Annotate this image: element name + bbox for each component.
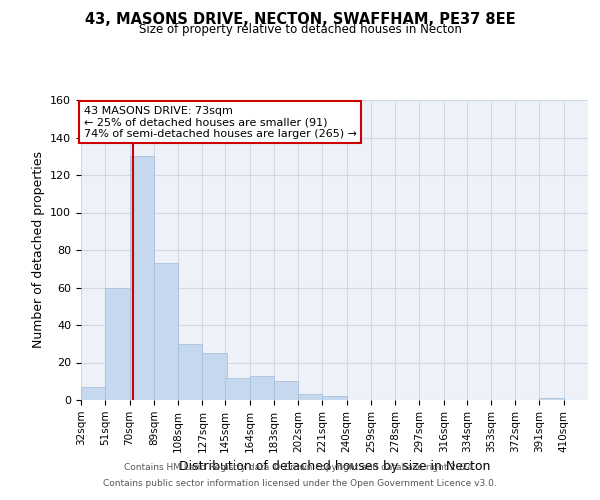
Bar — [250, 376, 274, 400]
X-axis label: Distribution of detached houses by size in Necton: Distribution of detached houses by size … — [179, 460, 490, 473]
Bar — [539, 398, 564, 400]
Bar — [226, 378, 250, 400]
Bar — [105, 288, 130, 400]
Bar — [322, 396, 347, 400]
Text: 43 MASONS DRIVE: 73sqm
← 25% of detached houses are smaller (91)
74% of semi-det: 43 MASONS DRIVE: 73sqm ← 25% of detached… — [83, 106, 356, 139]
Bar — [274, 381, 298, 400]
Bar — [178, 344, 202, 400]
Text: Size of property relative to detached houses in Necton: Size of property relative to detached ho… — [139, 22, 461, 36]
Text: 43, MASONS DRIVE, NECTON, SWAFFHAM, PE37 8EE: 43, MASONS DRIVE, NECTON, SWAFFHAM, PE37… — [85, 12, 515, 28]
Bar — [202, 353, 227, 400]
Bar — [154, 263, 178, 400]
Bar — [298, 394, 322, 400]
Bar — [81, 387, 105, 400]
Y-axis label: Number of detached properties: Number of detached properties — [32, 152, 44, 348]
Text: Contains public sector information licensed under the Open Government Licence v3: Contains public sector information licen… — [103, 478, 497, 488]
Bar — [130, 156, 154, 400]
Text: Contains HM Land Registry data © Crown copyright and database right 2024.: Contains HM Land Registry data © Crown c… — [124, 464, 476, 472]
